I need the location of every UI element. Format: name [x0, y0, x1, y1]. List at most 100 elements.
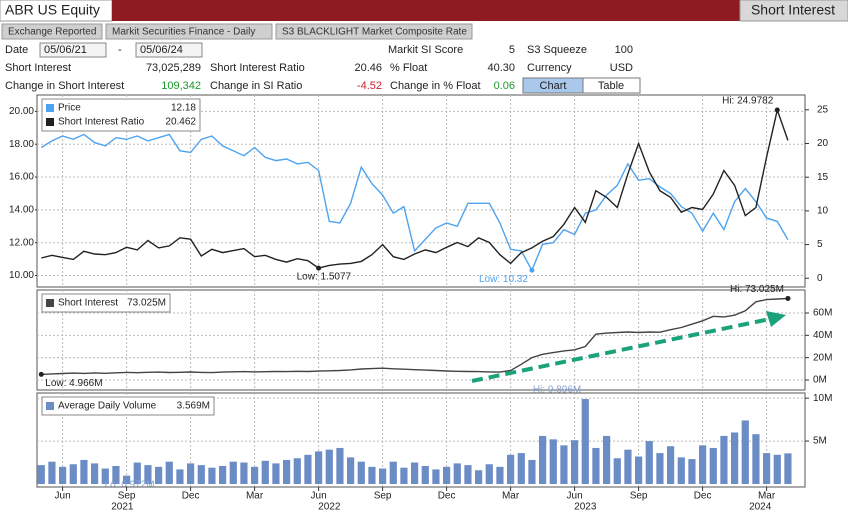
bar [731, 432, 739, 484]
bar [656, 453, 664, 484]
bar [688, 459, 696, 484]
field-value: 100 [615, 44, 633, 56]
x-tick-label: Sep [118, 491, 136, 502]
legend-value: 20.462 [165, 117, 196, 128]
bar [261, 460, 269, 484]
bar [421, 465, 429, 484]
field-value: 40.30 [487, 62, 515, 74]
bar [240, 462, 248, 484]
y-tick-label: 14.00 [9, 205, 34, 216]
field-value: -4.52 [357, 80, 382, 92]
bar [741, 420, 749, 484]
y-tick-label: 0M [813, 375, 827, 386]
field-value: USD [610, 62, 633, 74]
bar [752, 434, 760, 484]
bar [475, 470, 483, 484]
field-value: 73,025,289 [146, 62, 201, 74]
legend-box [41, 396, 215, 416]
bar [549, 439, 557, 484]
field-value: 20.46 [354, 62, 382, 74]
bar [496, 466, 504, 484]
field-label: Change in SI Ratio [210, 80, 302, 92]
tab[interactable] [1, 23, 103, 40]
y-tick-label: 5M [813, 436, 827, 447]
bar [784, 453, 792, 484]
year-label: 2021 [111, 502, 134, 512]
bar [560, 445, 568, 484]
annotation: Hi: 24.9782 [722, 96, 774, 107]
bar [720, 435, 728, 484]
bar [763, 453, 771, 484]
date-separator: - [118, 44, 122, 56]
bar [709, 447, 717, 484]
x-tick-label: Mar [502, 491, 520, 502]
annotation: Low: 1.5077 [297, 272, 352, 283]
bar [528, 459, 536, 484]
title-bar [112, 0, 740, 21]
series-line [41, 107, 789, 269]
date-input[interactable] [39, 42, 107, 58]
bar [187, 463, 195, 484]
year-label: 2024 [749, 502, 772, 512]
tab[interactable] [105, 23, 273, 40]
bar [101, 468, 109, 484]
arrow-head [766, 311, 786, 327]
annotation-dot [316, 265, 322, 271]
date-input[interactable] [135, 42, 203, 58]
ticker: ABR US Equity [5, 2, 100, 18]
bar [517, 453, 525, 484]
bar [453, 463, 461, 484]
y-tick-label: 60M [813, 308, 832, 319]
x-tick-label: Sep [374, 491, 392, 502]
field-label: Short Interest Ratio [210, 62, 305, 74]
bar [197, 465, 205, 484]
tab-label: Exchange Reported [8, 27, 96, 38]
bar [91, 463, 99, 484]
x-tick-label: Jun [567, 491, 583, 502]
bar [208, 467, 216, 484]
field-label: S3 Squeeze [527, 44, 587, 56]
y2-tick-label: 20 [817, 138, 829, 149]
bar [368, 466, 376, 484]
button-label: Table [598, 80, 624, 92]
bar [133, 462, 141, 484]
bar [176, 469, 184, 484]
x-tick-label: Sep [630, 491, 648, 502]
y2-tick-label: 15 [817, 172, 829, 183]
bar [283, 459, 291, 484]
x-tick-label: Jun [311, 491, 327, 502]
legend-label: Price [58, 103, 81, 114]
tab[interactable] [275, 23, 473, 40]
bar [347, 457, 355, 484]
trend-arrow [471, 311, 786, 383]
legend-value: 3.569M [177, 401, 210, 412]
y2-tick-label: 10 [817, 206, 829, 217]
charts: 10.00 12.00 14.00 16.00 18.00 20.00 0 5 10 15 20 25… [9, 94, 832, 513]
annotation: Low: 4.966M [45, 378, 102, 389]
year-label: 2023 [574, 502, 597, 512]
bar [411, 462, 419, 484]
bar [603, 435, 611, 484]
legend-value: 73.025M [127, 298, 166, 309]
bar [581, 399, 589, 484]
bar [773, 454, 781, 484]
bar [571, 440, 579, 484]
field-label: Short Interest [5, 62, 71, 74]
bar [251, 466, 259, 484]
annotation: Low: 10.32 [479, 274, 528, 285]
bar [592, 447, 600, 484]
y-tick-label: 10M [813, 393, 832, 404]
bar [507, 454, 515, 484]
date-start: 05/06/21 [44, 44, 87, 56]
bar [667, 446, 675, 484]
bar [336, 447, 344, 484]
bar [80, 459, 88, 484]
field-label: Currency [527, 62, 572, 74]
bar [485, 464, 493, 484]
y-tick-label: 18.00 [9, 139, 34, 150]
table-button[interactable] [582, 77, 641, 94]
x-tick-label: Jun [55, 491, 71, 502]
field-label: Change in % Float [390, 80, 481, 92]
bar [219, 465, 227, 484]
bar [699, 445, 707, 484]
